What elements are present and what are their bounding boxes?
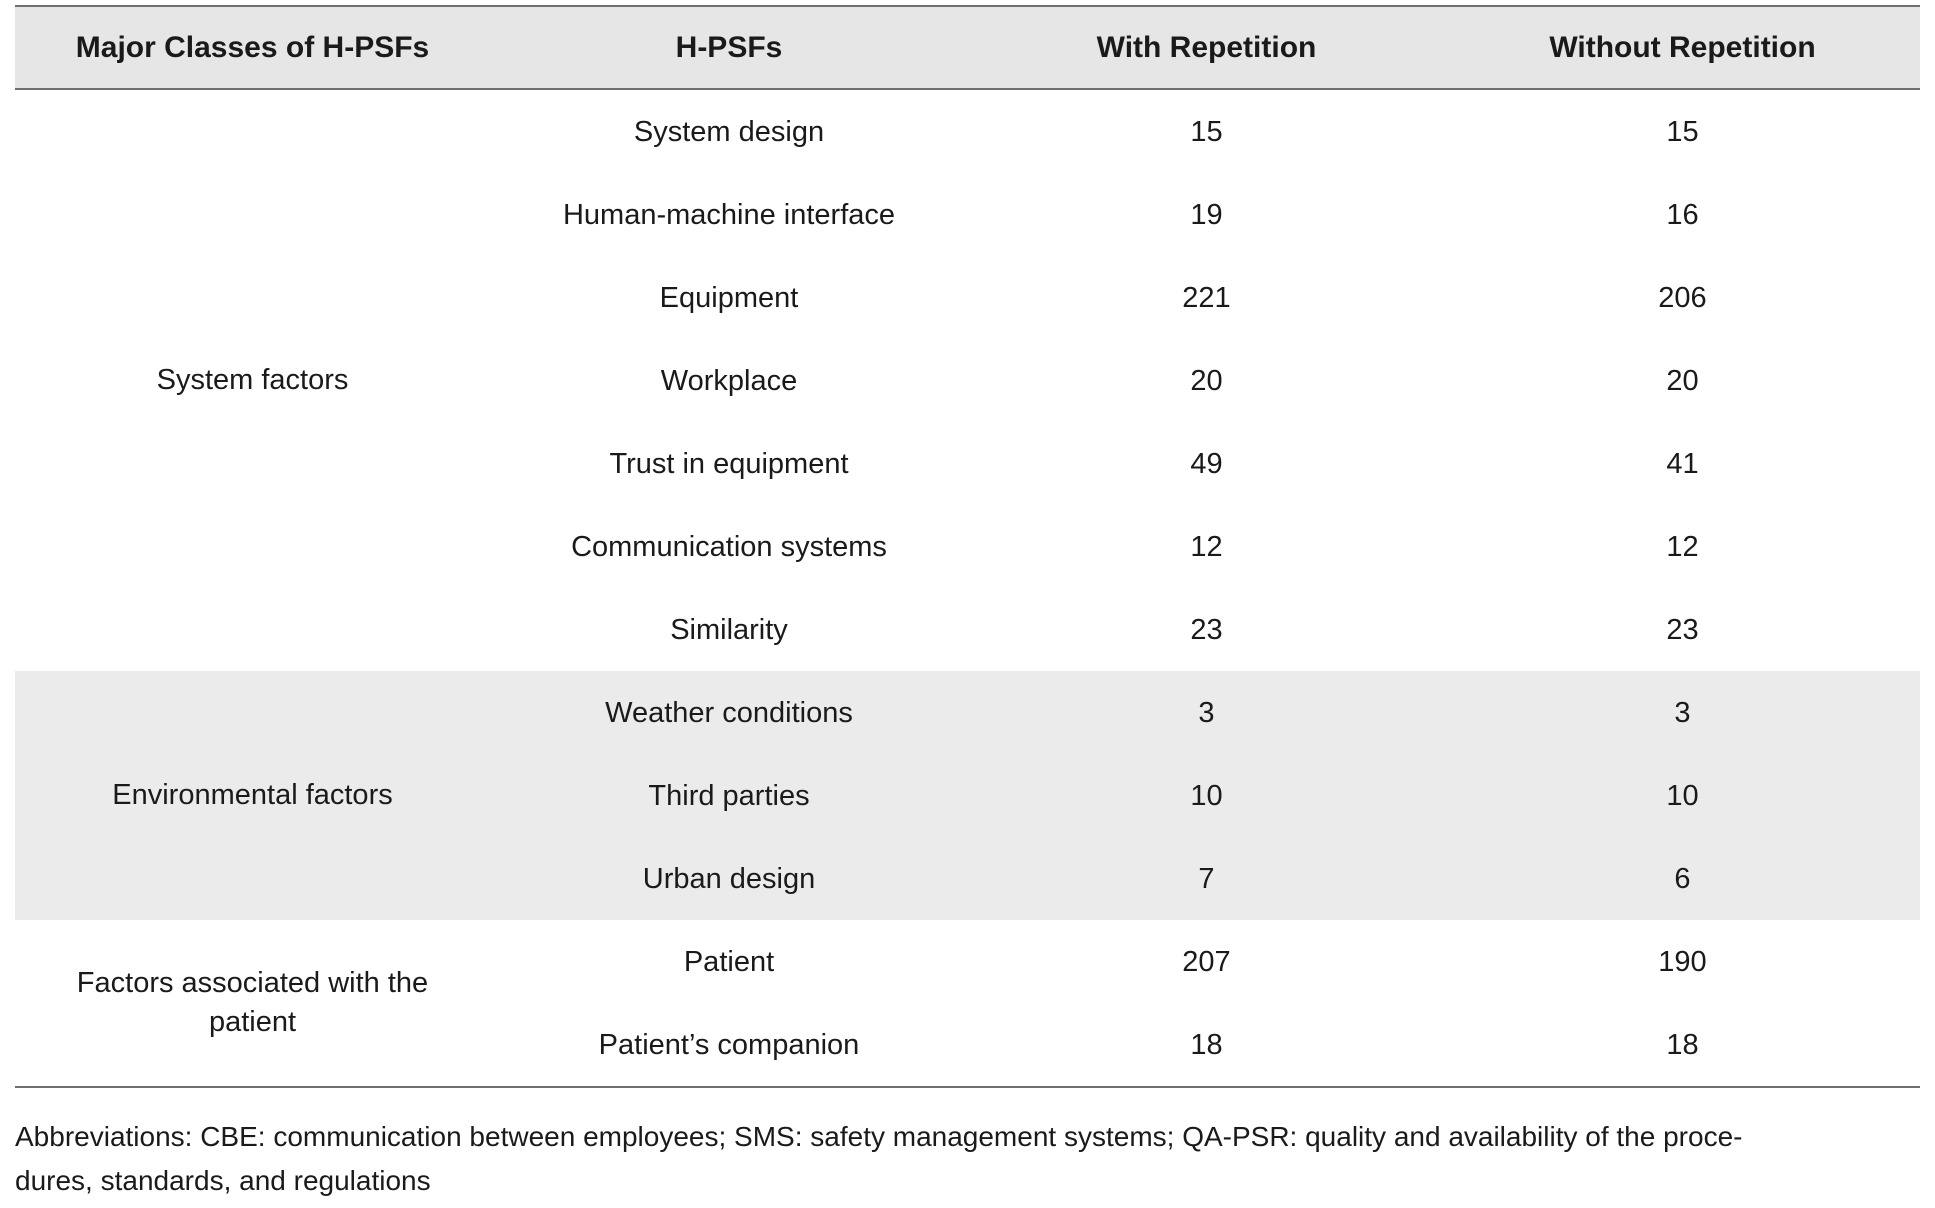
header-h-psfs: H-PSFs xyxy=(490,5,968,90)
with-repetition-cell: 3 xyxy=(968,671,1445,754)
table-footnote: Abbreviations: CBE: communication betwee… xyxy=(15,1115,1920,1203)
class-patient-factors: Factors associated with the patient xyxy=(15,920,490,1088)
table-row: Workplace 20 20 xyxy=(15,339,1920,422)
table-row: Equipment 221 206 xyxy=(15,256,1920,339)
psf-cell: System design xyxy=(633,115,825,148)
psf-cell: Patient’s companion xyxy=(490,1003,968,1088)
header-without-repetition: Without Repetition xyxy=(1445,5,1920,90)
without-repetition-cell: 16 xyxy=(1666,198,1699,231)
footnote-line-2: dures, standards, and regulations xyxy=(15,1165,431,1196)
header-with-repetition: With Repetition xyxy=(968,5,1445,90)
table-row: Patient’s companion 18 18 xyxy=(15,1003,1920,1088)
psf-cell: Urban design xyxy=(490,837,968,920)
without-repetition-cell: 18 xyxy=(1445,1003,1920,1088)
table-header: Major Classes of H-PSFs H-PSFs With Repe… xyxy=(15,5,1920,90)
without-repetition-cell: 15 xyxy=(1666,115,1699,148)
psf-cell: Communication systems xyxy=(571,530,887,563)
psf-cell: Third parties xyxy=(490,754,968,837)
table-body: System factors System design 15 15 Human… xyxy=(15,89,1920,1088)
without-repetition-cell: 3 xyxy=(1445,671,1920,754)
footnote-line-1: Abbreviations: CBE: communication betwee… xyxy=(15,1121,1743,1152)
without-repetition-cell: 190 xyxy=(1658,945,1707,978)
with-repetition-cell: 49 xyxy=(1190,447,1223,480)
with-repetition-cell: 207 xyxy=(1182,945,1231,978)
table-row: Trust in equipment 49 41 xyxy=(15,422,1920,505)
psf-cell: Similarity xyxy=(670,613,788,646)
class-patient-factors-line1: Factors associated with the xyxy=(76,967,429,999)
with-repetition-cell: 19 xyxy=(1190,198,1223,231)
table-row: Third parties 10 10 xyxy=(15,754,1920,837)
class-system-factors: System factors xyxy=(156,364,349,396)
with-repetition-cell: 15 xyxy=(1190,115,1223,148)
psf-cell: Trust in equipment xyxy=(609,447,849,480)
table-row: Environmental factors Weather conditions… xyxy=(15,671,1920,920)
without-repetition-cell: 10 xyxy=(1445,754,1920,837)
table-row: Similarity 23 23 xyxy=(15,588,1920,671)
h-psf-table: Major Classes of H-PSFs H-PSFs With Repe… xyxy=(15,5,1920,1088)
header-row: Major Classes of H-PSFs H-PSFs With Repe… xyxy=(15,5,1920,90)
with-repetition-cell: 10 xyxy=(968,754,1445,837)
table-row: System factors System design 15 15 xyxy=(15,89,1920,397)
without-repetition-cell: 41 xyxy=(1666,447,1699,480)
with-repetition-cell: 12 xyxy=(1190,530,1223,563)
psf-cell: Equipment xyxy=(659,281,799,314)
with-repetition-cell: 20 xyxy=(1190,364,1223,397)
table-row: Urban design 7 6 xyxy=(15,837,1920,920)
with-repetition-cell: 7 xyxy=(968,837,1445,920)
table-row: Communication systems 12 12 xyxy=(15,505,1920,588)
class-patient-factors-line2: patient xyxy=(208,1006,297,1038)
table-row: Human-machine interface 19 16 xyxy=(15,173,1920,256)
header-major-classes: Major Classes of H-PSFs xyxy=(15,5,490,90)
with-repetition-cell: 23 xyxy=(1190,613,1223,646)
table-row: Factors associated with the patient Pati… xyxy=(15,920,1920,1088)
psf-cell: Workplace xyxy=(660,364,798,397)
psf-cell: Weather conditions xyxy=(490,671,968,754)
without-repetition-cell: 6 xyxy=(1445,837,1920,920)
data-table-container: Major Classes of H-PSFs H-PSFs With Repe… xyxy=(15,5,1920,1088)
without-repetition-cell: 12 xyxy=(1666,530,1699,563)
psf-cell: Human-machine interface xyxy=(562,198,896,231)
class-environmental-factors: Environmental factors xyxy=(15,671,490,920)
without-repetition-cell: 20 xyxy=(1666,364,1699,397)
with-repetition-cell: 18 xyxy=(968,1003,1445,1088)
psf-cell: Patient xyxy=(683,945,775,978)
without-repetition-cell: 23 xyxy=(1666,613,1699,646)
with-repetition-cell: 221 xyxy=(1182,281,1231,314)
without-repetition-cell: 206 xyxy=(1658,281,1707,314)
